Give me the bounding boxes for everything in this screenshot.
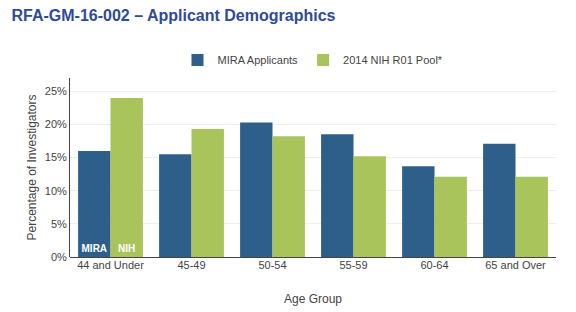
svg-text:65 and Over: 65 and Over [485, 259, 546, 271]
svg-text:MIRA Applicants: MIRA Applicants [218, 54, 299, 66]
svg-text:20%: 20% [45, 118, 67, 130]
svg-text:RFA-GM-16-002 – Applicant Demo: RFA-GM-16-002 – Applicant Demographics [12, 7, 336, 24]
svg-text:25%: 25% [45, 85, 67, 97]
svg-text:5%: 5% [51, 218, 67, 230]
svg-text:Percentage of Investigators: Percentage of Investigators [25, 94, 39, 240]
svg-text:15%: 15% [45, 151, 67, 163]
svg-text:55-59: 55-59 [339, 259, 367, 271]
svg-text:60-64: 60-64 [420, 259, 448, 271]
svg-text:0%: 0% [51, 251, 67, 263]
svg-text:50-54: 50-54 [258, 259, 286, 271]
svg-text:10%: 10% [45, 185, 67, 197]
svg-text:2014 NIH R01 Pool*: 2014 NIH R01 Pool* [343, 54, 443, 66]
svg-text:NIH: NIH [118, 243, 135, 254]
svg-text:44 and Under: 44 and Under [77, 259, 144, 271]
svg-text:45-49: 45-49 [177, 259, 205, 271]
svg-text:MIRA: MIRA [82, 243, 108, 254]
svg-text:Age Group: Age Group [284, 292, 342, 306]
